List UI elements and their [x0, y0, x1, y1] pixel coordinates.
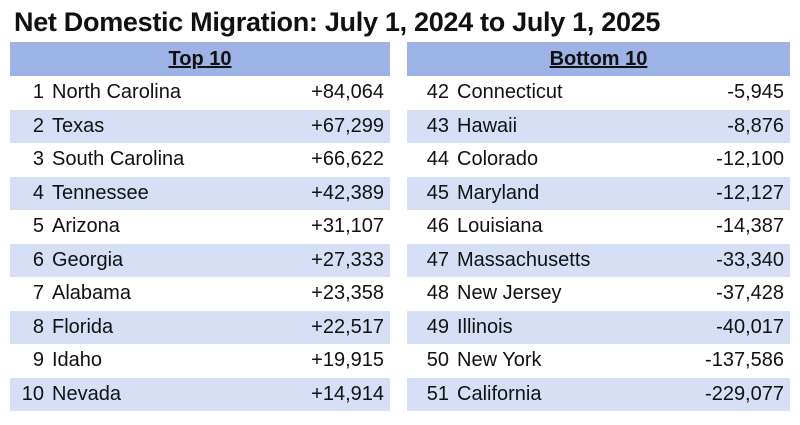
table-row: 46 Louisiana -14,387: [407, 210, 790, 244]
migration-value-cell: -5,945: [727, 81, 784, 104]
table-row: 42 Connecticut -5,945: [407, 76, 790, 110]
table-row: 50 New York -137,586: [407, 344, 790, 378]
rank-cell: 47: [426, 248, 449, 271]
table-row: 43 Hawaii -8,876: [407, 109, 790, 143]
table-row: 7 Alabama +23,358: [10, 277, 390, 311]
table-row: 1 North Carolina +84,064: [10, 76, 390, 110]
migration-value-cell: -33,340: [716, 248, 784, 271]
state-name-cell: Hawaii: [457, 114, 518, 137]
migration-value-cell: -14,387: [716, 215, 784, 238]
state-name-cell: Colorado: [457, 148, 539, 171]
state-name-cell: Texas: [52, 114, 105, 137]
top-10-table: Top 10 1 North Carolina +84,064 2 Texas +67,2…: [10, 42, 390, 411]
state-name-cell: Florida: [52, 315, 114, 338]
state-name-cell: Idaho: [52, 349, 103, 372]
rank-cell: 7: [32, 282, 44, 305]
table-row: 49 Illinois -40,017: [407, 310, 790, 344]
migration-value-cell: -229,077: [705, 382, 784, 405]
migration-value-cell: -40,017: [716, 315, 784, 338]
migration-value-cell: +14,914: [311, 382, 384, 405]
rank-cell: 42: [426, 81, 449, 104]
migration-value-cell: +22,517: [311, 315, 384, 338]
migration-value-cell: +23,358: [311, 282, 384, 305]
state-name-cell: Massachusetts: [457, 248, 591, 271]
rank-cell: 6: [32, 248, 44, 271]
rank-cell: 46: [426, 215, 449, 238]
state-name-cell: Connecticut: [457, 81, 563, 104]
table-row: 4 Tennessee +42,389: [10, 176, 390, 210]
rank-cell: 48: [426, 282, 449, 305]
rank-cell: 1: [32, 81, 44, 104]
migration-value-cell: -12,100: [716, 148, 784, 171]
rank-cell: 44: [426, 148, 449, 171]
rank-cell: 50: [426, 349, 449, 372]
state-name-cell: New York: [457, 349, 542, 372]
table-row: 44 Colorado -12,100: [407, 143, 790, 177]
table-row: 10 Nevada +14,914: [10, 377, 390, 411]
state-name-cell: Nevada: [52, 382, 121, 405]
top-10-header: Top 10: [10, 42, 390, 76]
migration-value-cell: +84,064: [311, 81, 384, 104]
state-name-cell: New Jersey: [457, 282, 562, 305]
state-name-cell: Alabama: [52, 282, 131, 305]
state-name-cell: North Carolina: [52, 81, 181, 104]
state-name-cell: Georgia: [52, 248, 124, 271]
table-row: 6 Georgia +27,333: [10, 243, 390, 277]
rank-cell: 10: [21, 382, 44, 405]
migration-value-cell: -12,127: [716, 181, 784, 204]
rank-cell: 8: [32, 315, 44, 338]
table-row: 51 California -229,077: [407, 377, 790, 411]
table-row: 2 Texas +67,299: [10, 109, 390, 143]
bottom-10-rows: 42 Connecticut -5,945 43 Hawaii -8,876 44 Color…: [407, 76, 790, 411]
rank-cell: 43: [426, 114, 449, 137]
table-row: 47 Massachusetts -33,340: [407, 243, 790, 277]
state-name-cell: California: [457, 382, 542, 405]
state-name-cell: Louisiana: [457, 215, 543, 238]
rank-cell: 3: [32, 148, 44, 171]
table-row: 45 Maryland -12,127: [407, 176, 790, 210]
rank-cell: 45: [426, 181, 449, 204]
migration-value-cell: -37,428: [716, 282, 784, 305]
migration-value-cell: +19,915: [311, 349, 384, 372]
rank-cell: 5: [32, 215, 44, 238]
rank-cell: 2: [32, 114, 44, 137]
migration-value-cell: -8,876: [727, 114, 784, 137]
migration-value-cell: +67,299: [311, 114, 384, 137]
rank-cell: 51: [426, 382, 449, 405]
table-row: 9 Idaho +19,915: [10, 344, 390, 378]
page-title: Net Domestic Migration: July 1, 2024 to …: [14, 7, 661, 37]
migration-value-cell: -137,586: [705, 349, 784, 372]
bottom-10-header: Bottom 10: [407, 42, 790, 76]
table-row: 48 New Jersey -37,428: [407, 277, 790, 311]
migration-value-cell: +27,333: [311, 248, 384, 271]
state-name-cell: Tennessee: [52, 181, 149, 204]
migration-value-cell: +66,622: [311, 148, 384, 171]
table-row: 8 Florida +22,517: [10, 310, 390, 344]
state-name-cell: Maryland: [457, 181, 540, 204]
rank-cell: 9: [32, 349, 44, 372]
migration-value-cell: +42,389: [311, 181, 384, 204]
state-name-cell: Illinois: [457, 315, 513, 338]
state-name-cell: South Carolina: [52, 148, 185, 171]
rank-cell: 4: [32, 181, 44, 204]
rank-cell: 49: [426, 315, 449, 338]
bottom-10-table: Bottom 10 42 Connecticut -5,945 43 Hawaii -8,…: [407, 42, 790, 411]
top-10-rows: 1 North Carolina +84,064 2 Texas +67,299 3 Sout…: [10, 76, 390, 411]
state-name-cell: Arizona: [52, 215, 120, 238]
table-row: 3 South Carolina +66,622: [10, 143, 390, 177]
table-row: 5 Arizona +31,107: [10, 210, 390, 244]
migration-value-cell: +31,107: [311, 215, 384, 238]
